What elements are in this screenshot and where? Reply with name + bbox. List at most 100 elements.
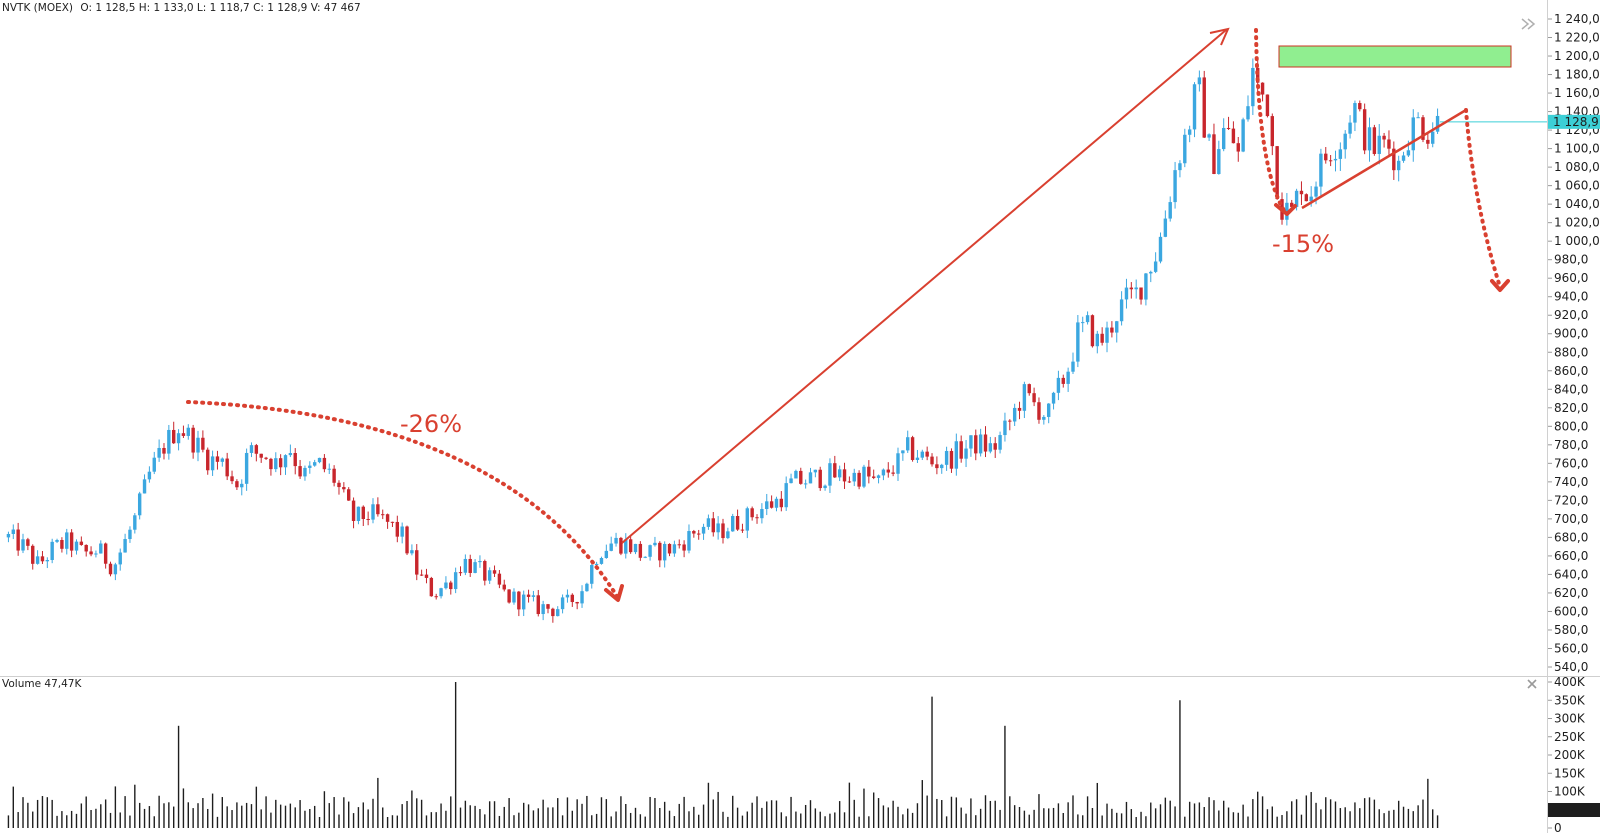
- candle-body: [176, 433, 181, 444]
- candle-body: [332, 468, 336, 483]
- candle-body: [760, 508, 764, 519]
- price-tick-label: 820,0: [1554, 401, 1588, 415]
- candle-body: [1187, 129, 1192, 135]
- candle-body: [556, 609, 560, 617]
- candle-body: [633, 543, 638, 553]
- volume-pane[interactable]: Volume 47,47K 050K100K150K200K250K300K35…: [2, 675, 1600, 833]
- symbol-name: NVTK (MOEX): [2, 2, 73, 14]
- candle-body: [628, 539, 633, 553]
- candle-body: [220, 458, 225, 462]
- candle-body: [808, 472, 813, 484]
- candle-body: [478, 561, 482, 563]
- candle-body: [823, 485, 827, 489]
- candle-body: [424, 574, 429, 578]
- candle-body: [123, 539, 127, 553]
- candle-body: [949, 450, 954, 469]
- candle-body: [254, 445, 259, 454]
- candle-body: [925, 451, 929, 457]
- candle-body: [1265, 94, 1270, 117]
- candle-body: [818, 469, 822, 489]
- candle-body: [1343, 133, 1347, 150]
- candle-body: [799, 470, 803, 484]
- candle-body: [1338, 149, 1343, 159]
- volume-title: Volume 47,47K: [2, 678, 82, 690]
- candle-body: [930, 456, 934, 465]
- price-pane[interactable]: -26% -15% NVTK (MOEX) O: 1 128,5 H: 1 13…: [2, 2, 1548, 623]
- candle-body: [594, 563, 599, 566]
- volume-tick-label: 0: [1554, 821, 1562, 833]
- candle-body: [99, 543, 103, 554]
- price-tick-label: 1 100,0: [1554, 142, 1600, 156]
- candle-body: [1304, 194, 1309, 202]
- candle-body: [74, 541, 79, 551]
- candle-body: [954, 441, 959, 469]
- candle-body: [347, 489, 351, 501]
- candle-body: [1022, 384, 1027, 411]
- candle-body: [6, 533, 11, 538]
- candle-body: [614, 537, 618, 544]
- candle-body: [1032, 393, 1036, 403]
- candle-body: [590, 565, 594, 584]
- candle-body: [1294, 190, 1299, 207]
- candles: [6, 58, 1440, 623]
- candle-body: [1270, 116, 1274, 147]
- candle-body: [1290, 202, 1294, 207]
- candle-body: [837, 469, 842, 478]
- candle-body: [1328, 160, 1333, 162]
- candle-body: [876, 475, 881, 478]
- candle-body: [419, 574, 424, 576]
- candle-body: [312, 462, 317, 466]
- candle-body: [1119, 299, 1124, 322]
- candle-body: [463, 558, 468, 573]
- candle-body: [765, 501, 769, 509]
- candle-body: [162, 447, 166, 454]
- candle-body: [1061, 377, 1065, 384]
- candle-body: [1212, 134, 1216, 174]
- volume-tick-label: 300K: [1554, 712, 1586, 726]
- candle-body: [901, 450, 905, 454]
- candle-body: [376, 504, 380, 515]
- candle-body: [137, 493, 142, 516]
- candle-body: [1275, 146, 1279, 200]
- volume-tick-label: 250K: [1554, 730, 1586, 744]
- price-tick-label: 960,0: [1554, 271, 1588, 285]
- candle-body: [794, 470, 798, 479]
- candle-body: [1226, 127, 1231, 129]
- double-chevron-right-icon[interactable]: [1521, 18, 1536, 30]
- candle-body: [128, 529, 132, 540]
- candle-body: [497, 573, 502, 585]
- candle-body: [274, 458, 278, 470]
- close-icon[interactable]: [1527, 679, 1537, 689]
- candle-body: [867, 466, 871, 477]
- candle-body: [881, 469, 886, 476]
- candle-body: [944, 450, 949, 465]
- candle-body: [828, 463, 832, 486]
- candle-body: [696, 533, 701, 535]
- candle-body: [1197, 77, 1202, 85]
- candle-body: [1411, 117, 1415, 151]
- candle-body: [507, 589, 511, 603]
- candle-body: [60, 539, 64, 549]
- candle-body: [575, 602, 579, 604]
- price-tick-label: 940,0: [1554, 290, 1588, 304]
- candle-body: [133, 515, 137, 530]
- candle-body: [1163, 218, 1168, 237]
- candle-body: [750, 508, 754, 518]
- candle-body: [147, 471, 152, 480]
- candle-body: [803, 483, 808, 485]
- candle-body: [201, 437, 205, 450]
- candle-body: [303, 467, 307, 477]
- volume-tick-label: 150K: [1554, 766, 1586, 780]
- candle-body: [264, 457, 268, 459]
- candle-body: [1421, 117, 1425, 140]
- candle-body: [1037, 402, 1041, 420]
- candle-body: [541, 604, 545, 615]
- candle-body: [998, 435, 1002, 450]
- candle-body: [1396, 160, 1401, 171]
- candle-body: [735, 515, 740, 530]
- candle-body: [1377, 135, 1381, 154]
- price-tick-label: 660,0: [1554, 549, 1588, 563]
- price-axis[interactable]: 540,0 560,0 580,0 600,0 620,0 640,0 660,0 680,0…: [1547, 0, 1600, 833]
- price-tick-label: 1 220,0: [1554, 31, 1600, 45]
